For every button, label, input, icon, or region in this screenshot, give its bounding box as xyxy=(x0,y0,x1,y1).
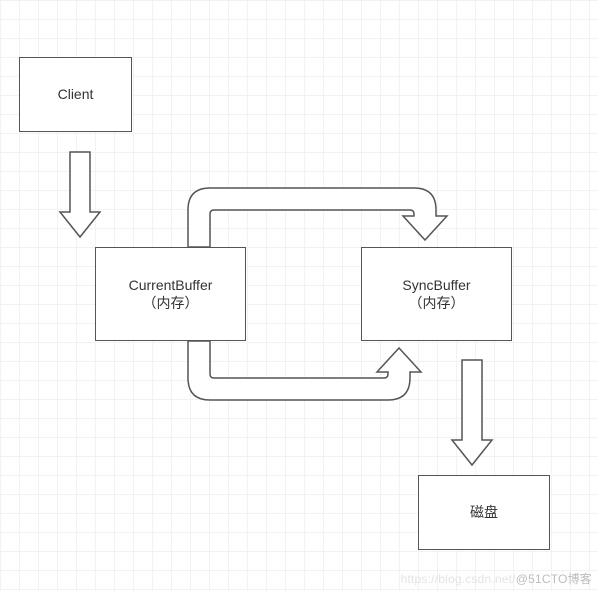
node-disk: 磁盘 xyxy=(418,475,550,550)
watermark-text: @51CTO博客 xyxy=(516,572,592,586)
node-sync-buffer-sub: （内存） xyxy=(409,294,465,312)
node-current-buffer: CurrentBuffer （内存） xyxy=(95,247,246,341)
node-sync-buffer: SyncBuffer （内存） xyxy=(361,247,512,341)
node-current-buffer-label: CurrentBuffer xyxy=(129,276,213,294)
node-client-label: Client xyxy=(58,85,94,103)
node-current-buffer-sub: （内存） xyxy=(143,294,199,312)
watermark: https://blog.csdn.net/@51CTO博客 xyxy=(401,570,592,587)
watermark-faint: https://blog.csdn.net/ xyxy=(401,572,516,586)
node-disk-label: 磁盘 xyxy=(470,503,498,521)
node-client: Client xyxy=(19,57,132,132)
node-sync-buffer-label: SyncBuffer xyxy=(402,276,470,294)
